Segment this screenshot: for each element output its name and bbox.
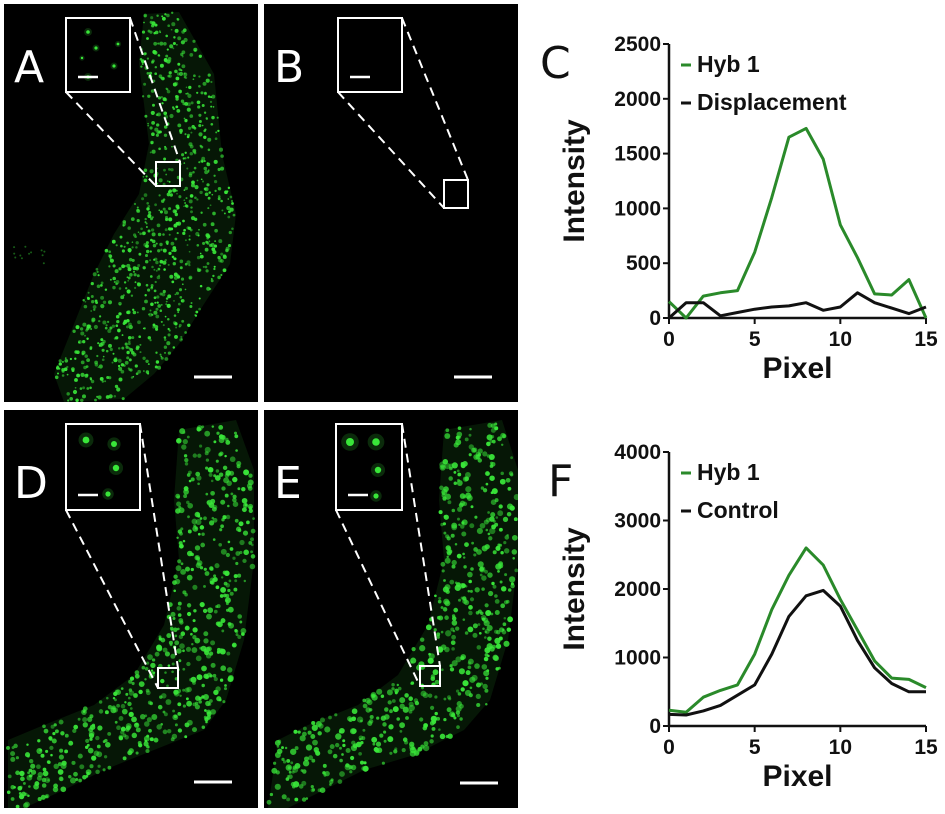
chart-f-x-tick-label: 15 bbox=[914, 736, 938, 759]
panel-label-b: B bbox=[274, 42, 305, 93]
chart-c-y-axis-label: Intensity bbox=[558, 119, 591, 243]
panel-e-inset-box bbox=[335, 423, 403, 511]
micrograph-panel-e: E bbox=[264, 410, 518, 808]
panel-d-inset-spot bbox=[82, 436, 90, 444]
chart-f-y-tick-label: 0 bbox=[649, 715, 661, 738]
panel-d-zoom-region-box bbox=[157, 667, 179, 689]
micrograph-panel-d: D bbox=[4, 410, 258, 808]
micrograph-b-image bbox=[337, 17, 492, 379]
micrograph-panel-a: A bbox=[4, 4, 258, 402]
micrograph-panel-b: B bbox=[264, 4, 518, 402]
panel-e-inset-spot bbox=[373, 493, 379, 499]
chart-c-x-axis-label: Pixel bbox=[762, 352, 832, 385]
micrograph-e-image bbox=[266, 420, 518, 808]
chart-c-x-tick-label: 15 bbox=[914, 328, 938, 351]
micrograph-a-image bbox=[13, 11, 236, 402]
panel-b-zoom-region-box bbox=[443, 179, 469, 209]
chart-f-y-tick-label: 4000 bbox=[614, 441, 661, 464]
line-chart-f: 0 1000 2000 3000 4000 0 5 10 15 Pixel Intensity Hyb… bbox=[0, 410, 945, 814]
panel-a-inset-spot bbox=[86, 30, 90, 34]
panel-a-inset-box bbox=[65, 17, 131, 93]
panel-e-zoom-line-lower bbox=[335, 509, 421, 687]
chart-f-x-tick-label: 10 bbox=[829, 736, 852, 759]
panel-e-zoom-line-upper bbox=[401, 423, 441, 667]
line-chart-c: 0 500 1000 1500 2000 2500 0 5 10 15 Pixel Intensity… bbox=[558, 33, 938, 385]
chart-c-y-tick-label: 0 bbox=[649, 307, 661, 330]
panel-a-spots bbox=[54, 11, 236, 402]
panel-b-zoom-line-lower bbox=[337, 91, 445, 209]
chart-c-y-tick-label: 1000 bbox=[614, 197, 661, 220]
panel-a-zoom-line-lower bbox=[65, 91, 157, 187]
panel-d-inset-spot bbox=[105, 491, 111, 497]
panel-e-spots bbox=[266, 422, 518, 805]
chart-c-y-tick-label: 2000 bbox=[614, 88, 661, 111]
chart-c-svg: 0 500 1000 1500 2000 2500 0 5 10 15 Pixel Intensity… bbox=[558, 33, 938, 385]
panel-d-zoom-line-upper bbox=[139, 423, 179, 669]
chart-f-series-control-line bbox=[668, 588, 926, 717]
chart-f-y-tick-label: 3000 bbox=[614, 510, 661, 533]
panel-label-f: F bbox=[548, 456, 574, 507]
panel-b-inset-box bbox=[337, 17, 403, 93]
chart-c-series-displacement-line bbox=[667, 291, 927, 320]
panel-label-a: A bbox=[14, 42, 45, 93]
panel-label-d: D bbox=[14, 458, 48, 509]
chart-c-x-tick-label: 5 bbox=[749, 328, 761, 351]
panel-d-cell-body bbox=[8, 420, 254, 808]
panel-e-inset-spot bbox=[374, 466, 382, 474]
chart-f-series-hyb-1-line bbox=[668, 546, 927, 714]
chart-c-y-tick-label: 1500 bbox=[614, 143, 661, 166]
chart-f-svg: 0 1000 2000 3000 4000 0 5 10 15 Pixel Intensity Hyb… bbox=[558, 441, 938, 793]
chart-c-y-tick-label: 2500 bbox=[614, 33, 661, 56]
chart-c-x-tick-label: 10 bbox=[829, 328, 852, 351]
chart-f-y-axis-label: Intensity bbox=[558, 527, 591, 651]
panel-e-zoom-region-box bbox=[419, 665, 441, 687]
panel-a-zoom-region-box bbox=[155, 161, 181, 187]
panel-a-inset-spot bbox=[112, 64, 116, 68]
panel-e-inset-spot bbox=[346, 438, 354, 446]
panel-d-spots bbox=[6, 424, 256, 808]
panel-e-inset-spot bbox=[372, 438, 380, 446]
panel-d-inset-spot bbox=[111, 441, 117, 447]
chart-c-series-hyb-1-line bbox=[667, 126, 928, 320]
chart-c-legend-label: Displacement bbox=[697, 89, 847, 115]
chart-f-legend-label: Hyb 1 bbox=[697, 459, 760, 485]
chart-f-y-tick-label: 2000 bbox=[614, 578, 661, 601]
panel-d-inset-spot bbox=[112, 464, 120, 472]
chart-f-y-tick-label: 1000 bbox=[614, 647, 661, 670]
chart-c-x-tick-label: 0 bbox=[663, 328, 675, 351]
chart-f-x-tick-label: 0 bbox=[663, 736, 675, 759]
panel-label-c: C bbox=[540, 38, 571, 89]
chart-c-y-tick-label: 500 bbox=[626, 252, 661, 275]
panel-e-cell-body bbox=[268, 420, 518, 808]
panel-a-inset-spot bbox=[116, 42, 120, 46]
panel-a-inset-spot bbox=[94, 46, 98, 50]
chart-f-x-tick-label: 5 bbox=[749, 736, 761, 759]
chart-c-legend-label: Hyb 1 bbox=[697, 51, 760, 77]
panel-a-zoom-line-upper bbox=[129, 17, 181, 163]
panel-d-zoom-line-lower bbox=[65, 509, 159, 689]
panel-a-inset-spot bbox=[80, 56, 84, 60]
micrograph-d-image bbox=[6, 420, 256, 808]
chart-f-x-axis-label: Pixel bbox=[762, 760, 832, 793]
chart-f-legend-label: Control bbox=[697, 497, 779, 523]
panel-label-e: E bbox=[274, 458, 302, 509]
